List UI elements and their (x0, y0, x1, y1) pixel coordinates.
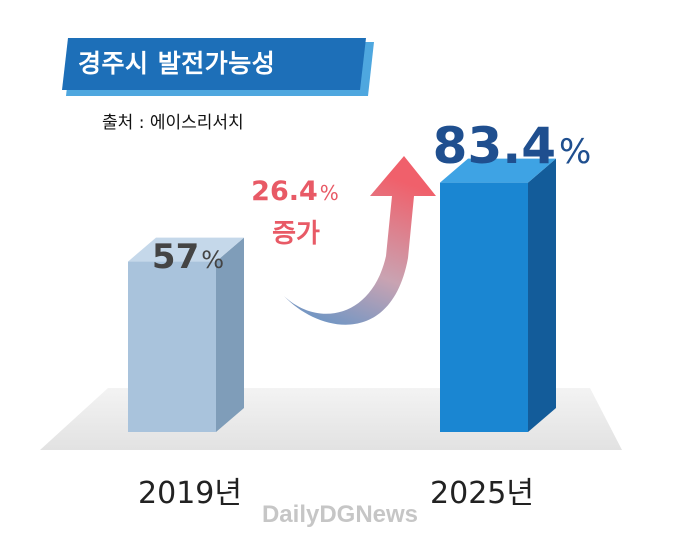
category-label-2025: 2025년 (430, 476, 534, 511)
title-banner (62, 38, 366, 90)
source-label: 출처 (102, 113, 134, 133)
source-value: 에이스리서치 (149, 113, 244, 133)
source-separator: : (138, 113, 145, 133)
bar-2019-front (128, 261, 216, 432)
value-label-2025: 83.4% (433, 117, 592, 175)
bar-2025-side (528, 158, 556, 432)
increase-text-label: 증가 (272, 219, 320, 249)
value-label-2019: 57% (152, 237, 224, 277)
page-title: 경주시 발전가능성 (78, 49, 276, 78)
bar-2019 (128, 237, 244, 432)
source-note: 출처 : 에이스리서치 (102, 108, 244, 133)
bar-2019-top (128, 237, 244, 262)
bar-2019-side (216, 237, 244, 432)
watermark-logo: DailyDGNews (262, 501, 418, 528)
increase-arrow (284, 156, 436, 325)
bar-2025 (440, 158, 556, 432)
bar-2025-front (440, 182, 528, 432)
increase-value-label: 26.4% (251, 176, 339, 207)
category-label-2019: 2019년 (138, 476, 242, 511)
bar-2025-top (440, 158, 556, 183)
